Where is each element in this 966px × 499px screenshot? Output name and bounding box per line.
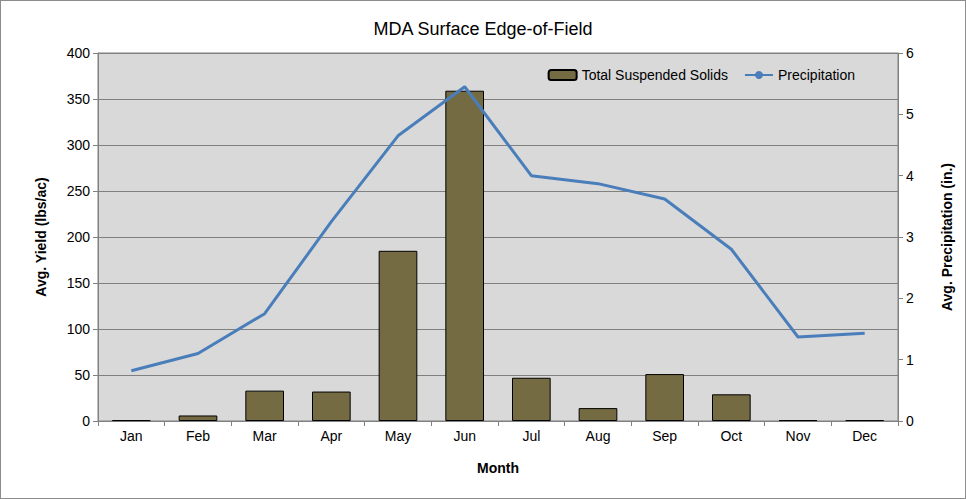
svg-text:Jan: Jan (120, 428, 143, 444)
svg-text:Mar: Mar (253, 428, 277, 444)
svg-text:Aug: Aug (586, 428, 611, 444)
svg-text:300: 300 (67, 137, 91, 153)
svg-text:400: 400 (67, 45, 91, 61)
svg-text:6: 6 (906, 45, 914, 61)
svg-text:250: 250 (67, 183, 91, 199)
svg-text:3: 3 (906, 229, 914, 245)
svg-text:Apr: Apr (320, 428, 342, 444)
svg-text:Precipitation: Precipitation (778, 67, 855, 83)
svg-text:Month: Month (477, 460, 519, 476)
svg-text:Nov: Nov (786, 428, 811, 444)
svg-text:1: 1 (906, 352, 914, 368)
svg-text:Sep: Sep (652, 428, 677, 444)
svg-text:MDA Surface Edge-of-Field: MDA Surface Edge-of-Field (373, 19, 592, 39)
svg-text:Jun: Jun (453, 428, 476, 444)
svg-text:200: 200 (67, 229, 91, 245)
svg-text:Avg. Precipitation (in.): Avg. Precipitation (in.) (939, 163, 955, 311)
svg-text:2: 2 (906, 290, 914, 306)
svg-text:0: 0 (82, 413, 90, 429)
svg-text:May: May (385, 428, 411, 444)
svg-text:Avg. Yield (lbs/ac): Avg. Yield (lbs/ac) (33, 177, 49, 296)
svg-text:Total Suspended Solids: Total Suspended Solids (582, 67, 728, 83)
svg-text:4: 4 (906, 168, 914, 184)
svg-text:350: 350 (67, 91, 91, 107)
svg-text:Feb: Feb (186, 428, 210, 444)
svg-text:Dec: Dec (852, 428, 877, 444)
svg-text:50: 50 (74, 367, 90, 383)
svg-text:0: 0 (906, 413, 914, 429)
svg-text:Oct: Oct (720, 428, 742, 444)
svg-text:5: 5 (906, 106, 914, 122)
svg-text:150: 150 (67, 275, 91, 291)
svg-text:100: 100 (67, 321, 91, 337)
svg-text:Jul: Jul (522, 428, 540, 444)
